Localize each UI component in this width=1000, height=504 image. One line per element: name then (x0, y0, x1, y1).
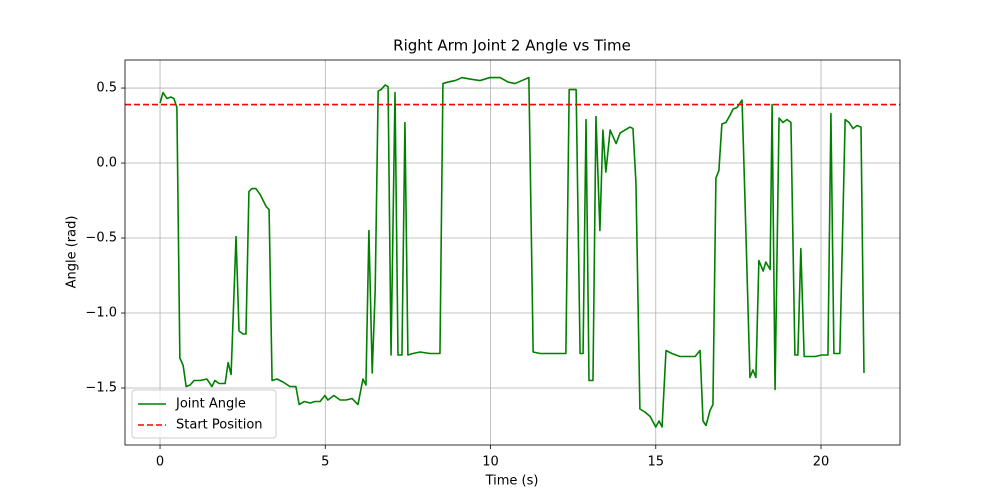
data-line (159, 76, 865, 428)
x-tick-label: 0 (156, 455, 164, 470)
y-tick-label: −0.5 (85, 231, 117, 246)
x-tick-label: 15 (647, 455, 664, 470)
plot-frame (124, 59, 901, 446)
legend-label: Start Position (176, 418, 263, 433)
x-axis-label: Time (s) (485, 474, 539, 489)
x-tick-label: 5 (321, 455, 329, 470)
legend-label: Joint Angle (175, 397, 246, 412)
x-tick-label: 10 (482, 455, 499, 470)
y-tick-label: 0.5 (96, 81, 117, 96)
y-tick-label: −1.0 (85, 306, 117, 321)
y-tick-label: −1.5 (85, 381, 117, 396)
y-axis-label: Angle (rad) (65, 216, 80, 289)
y-tick-label: 0.0 (96, 156, 117, 171)
x-tick-label: 20 (813, 455, 830, 470)
chart-title: Right Arm Joint 2 Angle vs Time (393, 37, 631, 55)
legend-box (131, 389, 277, 439)
